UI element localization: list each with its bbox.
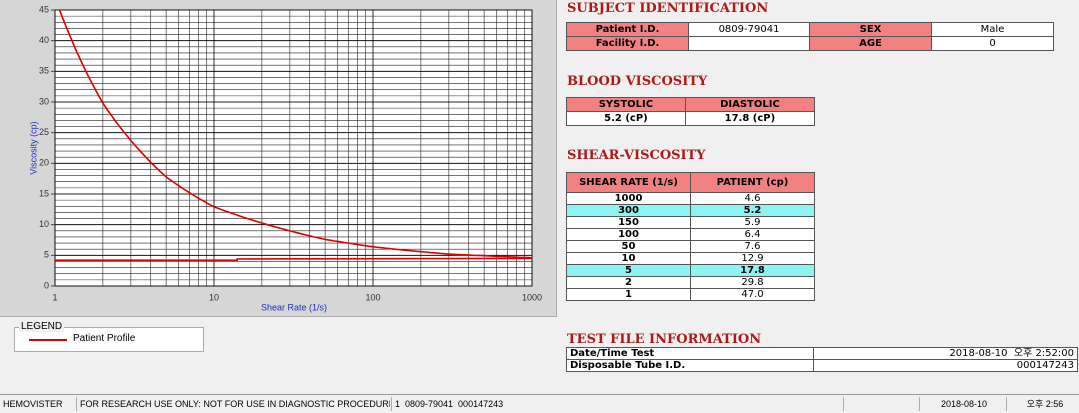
value: 000147243 [813,359,1078,372]
legend-label: Patient Profile [73,333,136,344]
cell: 5.2 [690,204,815,217]
y-tick-label: 15 [39,188,49,198]
label: Disposable Tube I.D. [566,359,814,372]
y-tick-label: 40 [39,35,49,45]
y-tick-label: 25 [39,127,49,137]
cell: 2 [566,276,691,289]
table-row: 1000 4.6 [566,192,815,205]
column-header: SHEAR RATE (1/s) [566,172,691,193]
blood-viscosity-table: SYSTOLIC DIASTOLIC 5.2 (cP) 17.8 (cP) [566,97,816,126]
status-notice: FOR RESEARCH USE ONLY: NOT FOR USE IN DI… [76,397,390,411]
table-row: 1 47.0 [566,288,815,301]
shear-viscosity-table: SHEAR RATE (1/s) PATIENT (cp) 1000 4.6 300 5.… [566,172,815,301]
cell: 50 [566,240,691,253]
subject-table: Patient I.D. 0809-79041 SEX Male Facility I… [566,22,1054,51]
table-row: 2 29.8 [566,276,815,289]
y-tick-label: 10 [39,219,49,229]
table-row: 100 6.4 [566,228,815,241]
legend-swatch [29,339,67,341]
table-row: 300 5.2 [566,204,815,217]
value: 17.8 (cP) [684,111,816,126]
label: SEX [809,22,932,37]
section-title: BLOOD VISCOSITY [567,74,708,89]
cell: 10 [566,252,691,265]
status-time: 오후 2:56 [1006,397,1079,411]
label: Date/Time Test [566,347,814,360]
value [688,36,810,51]
cell: 4.6 [690,192,815,205]
table-row: 150 5.9 [566,216,815,229]
cell: 150 [566,216,691,229]
cell: 1000 [566,192,691,205]
y-tick-label: 45 [39,4,49,14]
label: AGE [809,36,932,51]
column-header: DIASTOLIC [684,97,816,112]
legend: LEGEND Patient Profile [14,321,204,352]
y-tick-label: 0 [44,280,49,290]
status-date: 2018-08-10 [919,397,1005,411]
cell: 17.8 [690,264,815,277]
status-app: HEMOVISTER [3,399,63,409]
section-title: TEST FILE INFORMATION [567,332,762,347]
cell: 5.9 [690,216,815,229]
value: 2018-08-10 오후 2:52:00 [813,347,1078,360]
cell: 1 [566,288,691,301]
plot-area [54,9,533,287]
status-bar: HEMOVISTER FOR RESEARCH USE ONLY: NOT FO… [0,394,1079,413]
cell: 7.6 [690,240,815,253]
value: 0809-79041 [688,22,810,37]
y-tick-label: 20 [39,158,49,168]
status-record: 1 0809-79041 000147243 [391,397,843,411]
cell: 47.0 [690,288,815,301]
cell: 6.4 [690,228,815,241]
x-axis-label: Shear Rate (1/s) [261,302,327,312]
section-title: SHEAR-VISCOSITY [567,148,706,163]
chart: Viscosity (cp) Shear Rate (1/s) 1 10 100 10… [28,4,542,312]
x-tick-label: 1 [52,292,57,302]
table-row: 5 17.8 [566,264,815,277]
table-row: 50 7.6 [566,240,815,253]
value: 5.2 (cP) [566,111,686,126]
y-tick-label: 35 [39,66,49,76]
series-line [58,10,532,259]
y-tick-label: 30 [39,96,49,106]
table-row: Disposable Tube I.D. 000147243 [566,359,1078,372]
table-row: SYSTOLIC DIASTOLIC [566,97,816,112]
x-tick-label: 100 [365,292,380,302]
cell: 5 [566,264,691,277]
column-header: PATIENT (cp) [690,172,815,193]
x-tick-label: 10 [209,292,219,302]
y-axis-label: Viscosity (cp) [28,121,38,174]
x-tick-label: 1000 [522,292,542,302]
status-panel [843,397,919,411]
y-tick-label: 5 [44,250,49,260]
cell: 12.9 [690,252,815,265]
table-row: 5.2 (cP) 17.8 (cP) [566,111,816,126]
table-row: 10 12.9 [566,252,815,265]
legend-title: LEGEND [19,321,65,332]
value: Male [931,22,1054,37]
chart-panel: Viscosity (cp) Shear Rate (1/s) 1 10 100 10… [0,0,557,317]
section-title: SUBJECT IDENTIFICATION [567,1,769,16]
cell: 300 [566,204,691,217]
label: Patient I.D. [566,22,689,37]
label: Facility I.D. [566,36,689,51]
test-file-table: Date/Time Test 2018-08-10 오후 2:52:00 Dispo… [566,347,1078,372]
table-row: Date/Time Test 2018-08-10 오후 2:52:00 [566,347,1078,360]
column-header: SYSTOLIC [566,97,686,112]
series-line [55,257,532,261]
cell: 29.8 [690,276,815,289]
value: 0 [931,36,1054,51]
cell: 100 [566,228,691,241]
table-row: SHEAR RATE (1/s) PATIENT (cp) [566,172,815,193]
